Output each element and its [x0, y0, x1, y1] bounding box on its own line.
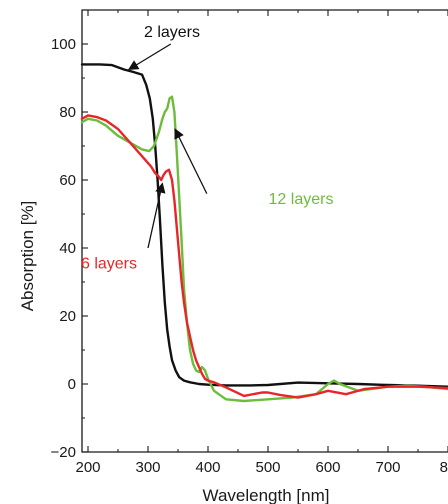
x-tick-label: 600 [315, 459, 340, 476]
y-tick-label: 0 [68, 376, 76, 393]
x-tick-label: 200 [75, 459, 100, 476]
y-tick-label: 100 [51, 36, 76, 53]
y-tick-label: 60 [59, 172, 76, 189]
x-axis-title: Wavelength [nm] [203, 486, 330, 504]
x-tick-label: 400 [195, 459, 220, 476]
annotation-arrow-2-layers [127, 43, 172, 71]
y-axis-title: Absorption [%] [18, 201, 37, 312]
y-tick-label: 80 [59, 104, 76, 121]
x-tick-label: 700 [375, 459, 400, 476]
annotation-arrow-6-layers [147, 182, 166, 249]
series-line-12-layers [80, 95, 448, 403]
annotation-label-2-layers: 2 layers [144, 24, 200, 41]
y-tick-label: −20 [51, 444, 76, 461]
annotation-label-6-layers: 6 layers [81, 255, 137, 272]
x-tick-label: 500 [255, 459, 280, 476]
series-line-2-layers [80, 63, 448, 388]
x-tick-label: 80 [440, 459, 448, 476]
y-tick-label: 20 [59, 308, 76, 325]
x-tick-label: 300 [135, 459, 160, 476]
y-tick-label: 40 [59, 240, 76, 257]
series-line-6-layers [80, 114, 448, 399]
plot-frame [81, 9, 448, 453]
annotation-arrow-12-layers [174, 128, 208, 194]
annotation-label-12-layers: 12 layers [269, 191, 334, 208]
